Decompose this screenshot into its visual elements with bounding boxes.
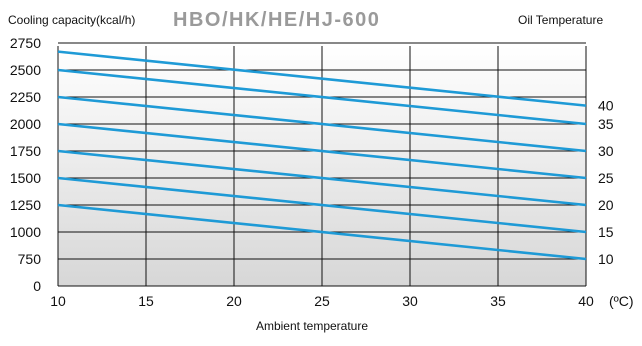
x-tick-label: 25	[314, 293, 330, 309]
series-label-35: 35	[598, 116, 614, 132]
series-line-15	[57, 176, 587, 234]
series-line-20	[57, 149, 587, 207]
series-label-40: 40	[598, 98, 614, 114]
y-tick-label: 1500	[10, 170, 41, 186]
x-axis-label: Ambient temperature	[256, 319, 368, 333]
series-line-40	[57, 50, 587, 107]
y-tick-label: 1250	[10, 197, 41, 213]
series-labels: 10 15 20 25 30 35 40	[598, 98, 614, 267]
y-tick-label: 1000	[10, 224, 41, 240]
y-tick-labels: 0 750 1000 1250 1500 1750 2000 2250 2500 2750	[10, 35, 41, 294]
series-label-25: 25	[598, 170, 614, 186]
y-tick-label: 2000	[10, 116, 41, 132]
x-tick-label: 40	[578, 293, 594, 309]
x-tick-label: 15	[138, 293, 154, 309]
x-tick-label: 20	[226, 293, 242, 309]
series-line-30	[57, 95, 587, 153]
y-axis-label: Cooling capacity(kcal/h)	[8, 13, 135, 27]
series-label-10: 10	[598, 251, 614, 267]
y-tick-label: 2250	[10, 89, 41, 105]
series-line-25	[57, 122, 587, 180]
series-label-15: 15	[598, 224, 614, 240]
x-tick-label: 35	[490, 293, 506, 309]
series-line-35	[57, 68, 587, 126]
x-tick-label: 30	[402, 293, 418, 309]
x-tick-label: 10	[50, 293, 66, 309]
series-line-10	[57, 203, 587, 261]
x-unit-label: (ºC)	[609, 293, 634, 309]
y-tick-label: 1750	[10, 143, 41, 159]
series-label-30: 30	[598, 143, 614, 159]
series-lines	[57, 50, 587, 261]
y-tick-label: 2500	[10, 62, 41, 78]
chart-title: HBO/HK/HE/HJ-600	[173, 9, 380, 31]
y-tick-label: 2750	[10, 35, 41, 51]
x-tick-labels: 10 15 20 25 30 35 40	[50, 293, 594, 309]
series-label-20: 20	[598, 197, 614, 213]
y-tick-label: 0	[33, 278, 41, 294]
legend-title: Oil Temperature	[518, 13, 603, 27]
y-tick-label: 750	[18, 251, 42, 267]
